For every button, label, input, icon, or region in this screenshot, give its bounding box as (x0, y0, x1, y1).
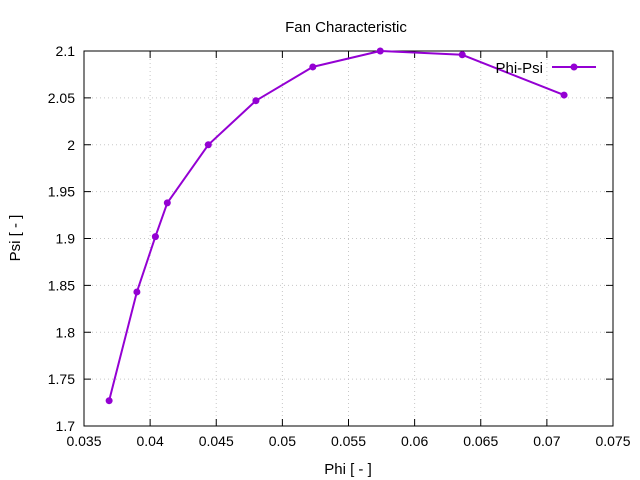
data-point (458, 51, 466, 59)
legend: Phi-Psi (495, 60, 596, 77)
legend-label-phi-psi: Phi-Psi (495, 60, 543, 77)
x-axis-title: Phi [ - ] (324, 461, 372, 478)
data-point (309, 63, 317, 71)
x-tick-label: 0.045 (199, 433, 234, 449)
x-tick-labels: 0.035 0.04 0.045 0.05 0.055 0.06 0.065 0.07 0.07… (66, 433, 630, 449)
y-tick-label: 1.85 (48, 277, 75, 293)
y-tick-label: 1.7 (56, 418, 76, 434)
x-tick-label: 0.04 (137, 433, 164, 449)
data-point (252, 97, 260, 105)
x-tick-label: 0.06 (401, 433, 428, 449)
data-point (204, 141, 212, 149)
y-tick-labels: 1.7 1.75 1.8 1.85 1.9 1.95 2 2.05 2.1 (48, 43, 75, 434)
x-tick-label: 0.035 (66, 433, 101, 449)
legend-swatch-marker (570, 63, 578, 71)
y-tick-label: 2.05 (48, 90, 75, 106)
series-line-phi-psi (108, 50, 565, 401)
chart-title: Fan Characteristic (285, 19, 407, 36)
axis-ticks (83, 50, 614, 427)
x-tick-label: 0.075 (595, 433, 630, 449)
data-point (163, 199, 171, 207)
y-axis-title: Psi [ - ] (7, 215, 24, 262)
y-tick-label: 1.8 (56, 324, 76, 340)
y-tick-label: 1.95 (48, 184, 75, 200)
data-point (151, 233, 159, 241)
data-point (560, 91, 568, 99)
y-tick-label: 2.1 (56, 43, 76, 59)
grid-lines (84, 51, 613, 426)
data-point (133, 288, 141, 296)
series-layer (105, 47, 568, 405)
x-tick-label: 0.055 (331, 433, 366, 449)
data-point (105, 397, 113, 405)
data-point (376, 47, 384, 55)
x-tick-label: 0.05 (269, 433, 296, 449)
y-tick-label: 1.75 (48, 371, 75, 387)
y-tick-label: 2 (67, 137, 75, 153)
y-tick-label: 1.9 (56, 231, 76, 247)
x-tick-label: 0.07 (533, 433, 560, 449)
x-tick-label: 0.065 (463, 433, 498, 449)
